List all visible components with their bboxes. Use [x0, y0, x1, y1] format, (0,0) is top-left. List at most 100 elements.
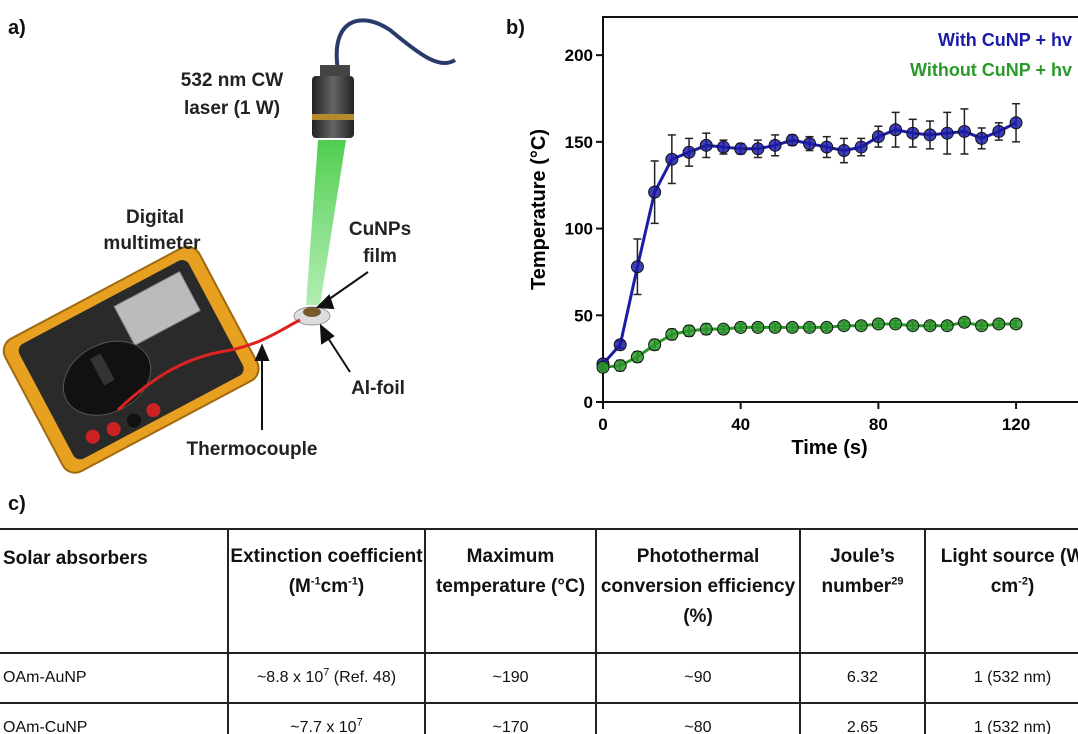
- panel-label: a): [8, 17, 26, 39]
- data-point: [923, 319, 937, 333]
- header-row: Solar absorbers Extinction coefficient (M…: [0, 528, 1078, 654]
- cell-text: ~80: [684, 719, 712, 734]
- table-row: OAm-AuNP ~8.8 x 107 (Ref. 48) ~190 ~90 6.32 1…: [0, 652, 1078, 704]
- table-cell: ~7.7 x 107: [227, 702, 426, 734]
- data-point: [613, 338, 627, 352]
- x-tick-label: 120: [1002, 415, 1030, 434]
- laser-cap: [320, 65, 350, 77]
- table-cell: ~190: [424, 652, 597, 704]
- cell-text: 6.32: [846, 669, 879, 686]
- table-cell: 1 (532 nm): [924, 652, 1078, 704]
- cell-text: ~8.8 x 10: [256, 669, 324, 686]
- data-point: [734, 320, 748, 334]
- header-cell: Maximum temperature (°C): [424, 528, 597, 654]
- comparison-table: Solar absorbers Extinction coefficient (M…: [0, 528, 1078, 734]
- cell-text: (Ref. 48): [329, 669, 397, 686]
- cell-text: cm: [320, 576, 349, 597]
- table-cell: ~90: [595, 652, 801, 704]
- cell-text: OAm-CuNP: [3, 719, 88, 734]
- x-tick-label: 0: [598, 415, 607, 434]
- data-point: [992, 317, 1006, 331]
- data-point: [682, 145, 696, 159]
- panel-c-label: c): [8, 493, 26, 515]
- table-cell: 6.32: [799, 652, 926, 704]
- data-point: [630, 350, 644, 364]
- data-point: [992, 124, 1006, 138]
- multimeter: [2, 245, 260, 474]
- figure-top: a) b) 532 nm CW laser (1 W) Digital mult…: [2, 16, 1078, 474]
- cell-text: ~190: [492, 669, 529, 686]
- table-cell: 2.65: [799, 702, 926, 734]
- table-cell: ~8.8 x 107 (Ref. 48): [227, 652, 426, 704]
- panel-label: b): [506, 17, 525, 39]
- cell-text: ~170: [492, 719, 529, 734]
- table-cell: ~80: [595, 702, 801, 734]
- laser-label: 532 nm CW: [181, 70, 283, 91]
- table-cell: OAm-CuNP: [0, 702, 229, 734]
- data-point: [630, 260, 644, 274]
- film-label: film: [363, 246, 397, 267]
- multimeter-label: Digital: [126, 207, 184, 228]
- data-point: [699, 138, 713, 152]
- header-cell: Light source (W cm-2): [924, 528, 1078, 654]
- thermocouple-label: Thermocouple: [187, 439, 318, 460]
- y-tick-label: 100: [565, 220, 593, 239]
- data-point: [665, 152, 679, 166]
- legend-entry: With CuNP + hv: [938, 30, 1072, 50]
- table-panel: Solar absorbers Extinction coefficient (M…: [0, 528, 1078, 734]
- data-point: [648, 338, 662, 352]
- data-point: [785, 320, 799, 334]
- arrows: [254, 271, 369, 430]
- laser-cable: [334, 18, 457, 71]
- superscript: 29: [891, 575, 904, 588]
- superscript: -1: [310, 575, 321, 588]
- data-point: [906, 126, 920, 140]
- data-point: [682, 324, 696, 338]
- data-point: [751, 320, 765, 334]
- film-label: CuNPs: [349, 219, 411, 240]
- panel-label: c): [8, 493, 26, 515]
- data-point: [957, 124, 971, 138]
- y-tick-label: 200: [565, 46, 593, 65]
- y-axis-label: Temperature (°C): [528, 129, 550, 290]
- data-point: [751, 142, 765, 156]
- legend-entry: Without CuNP + hv: [910, 60, 1072, 80]
- cell-text: 1 (532 nm): [973, 669, 1052, 686]
- cell-text: OAm-AuNP: [3, 669, 87, 686]
- x-tick-label: 80: [869, 415, 888, 434]
- cell-text: ~90: [684, 669, 712, 686]
- cell-text: 1 (532 nm): [973, 719, 1052, 734]
- data-point: [699, 322, 713, 336]
- y-tick-label: 150: [565, 133, 593, 152]
- table-cell: 1 (532 nm): [924, 702, 1078, 734]
- data-point: [1009, 317, 1023, 331]
- y-tick-label: 50: [574, 306, 593, 325]
- data-point: [889, 317, 903, 331]
- superscript: -1: [348, 575, 358, 588]
- cunp-film: [303, 307, 321, 317]
- header-cell: Extinction coefficient (M-1cm-1): [227, 528, 426, 654]
- data-point: [889, 123, 903, 137]
- header-cell: Solar absorbers: [0, 528, 229, 654]
- data-point: [648, 185, 662, 199]
- superscript: 7: [323, 666, 330, 679]
- data-point: [906, 319, 920, 333]
- data-point: [975, 131, 989, 145]
- laser-body: [312, 76, 354, 138]
- data-point: [768, 138, 782, 152]
- laser-label: laser (1 W): [184, 98, 280, 119]
- cell-text: Light source (W cm: [940, 546, 1078, 597]
- data-point: [803, 320, 817, 334]
- header-cell: Joule’s number29: [799, 528, 926, 654]
- data-point: [768, 320, 782, 334]
- plot-frame: [602, 16, 1078, 403]
- multimeter-label: multimeter: [103, 233, 201, 254]
- table-cell: OAm-AuNP: [0, 652, 229, 704]
- x-axis-label: Time (s): [791, 437, 867, 459]
- data-point: [940, 319, 954, 333]
- data-point: [716, 140, 730, 154]
- data-point: [716, 322, 730, 336]
- cell-text: ): [357, 576, 365, 597]
- cell-text: ): [1027, 576, 1035, 597]
